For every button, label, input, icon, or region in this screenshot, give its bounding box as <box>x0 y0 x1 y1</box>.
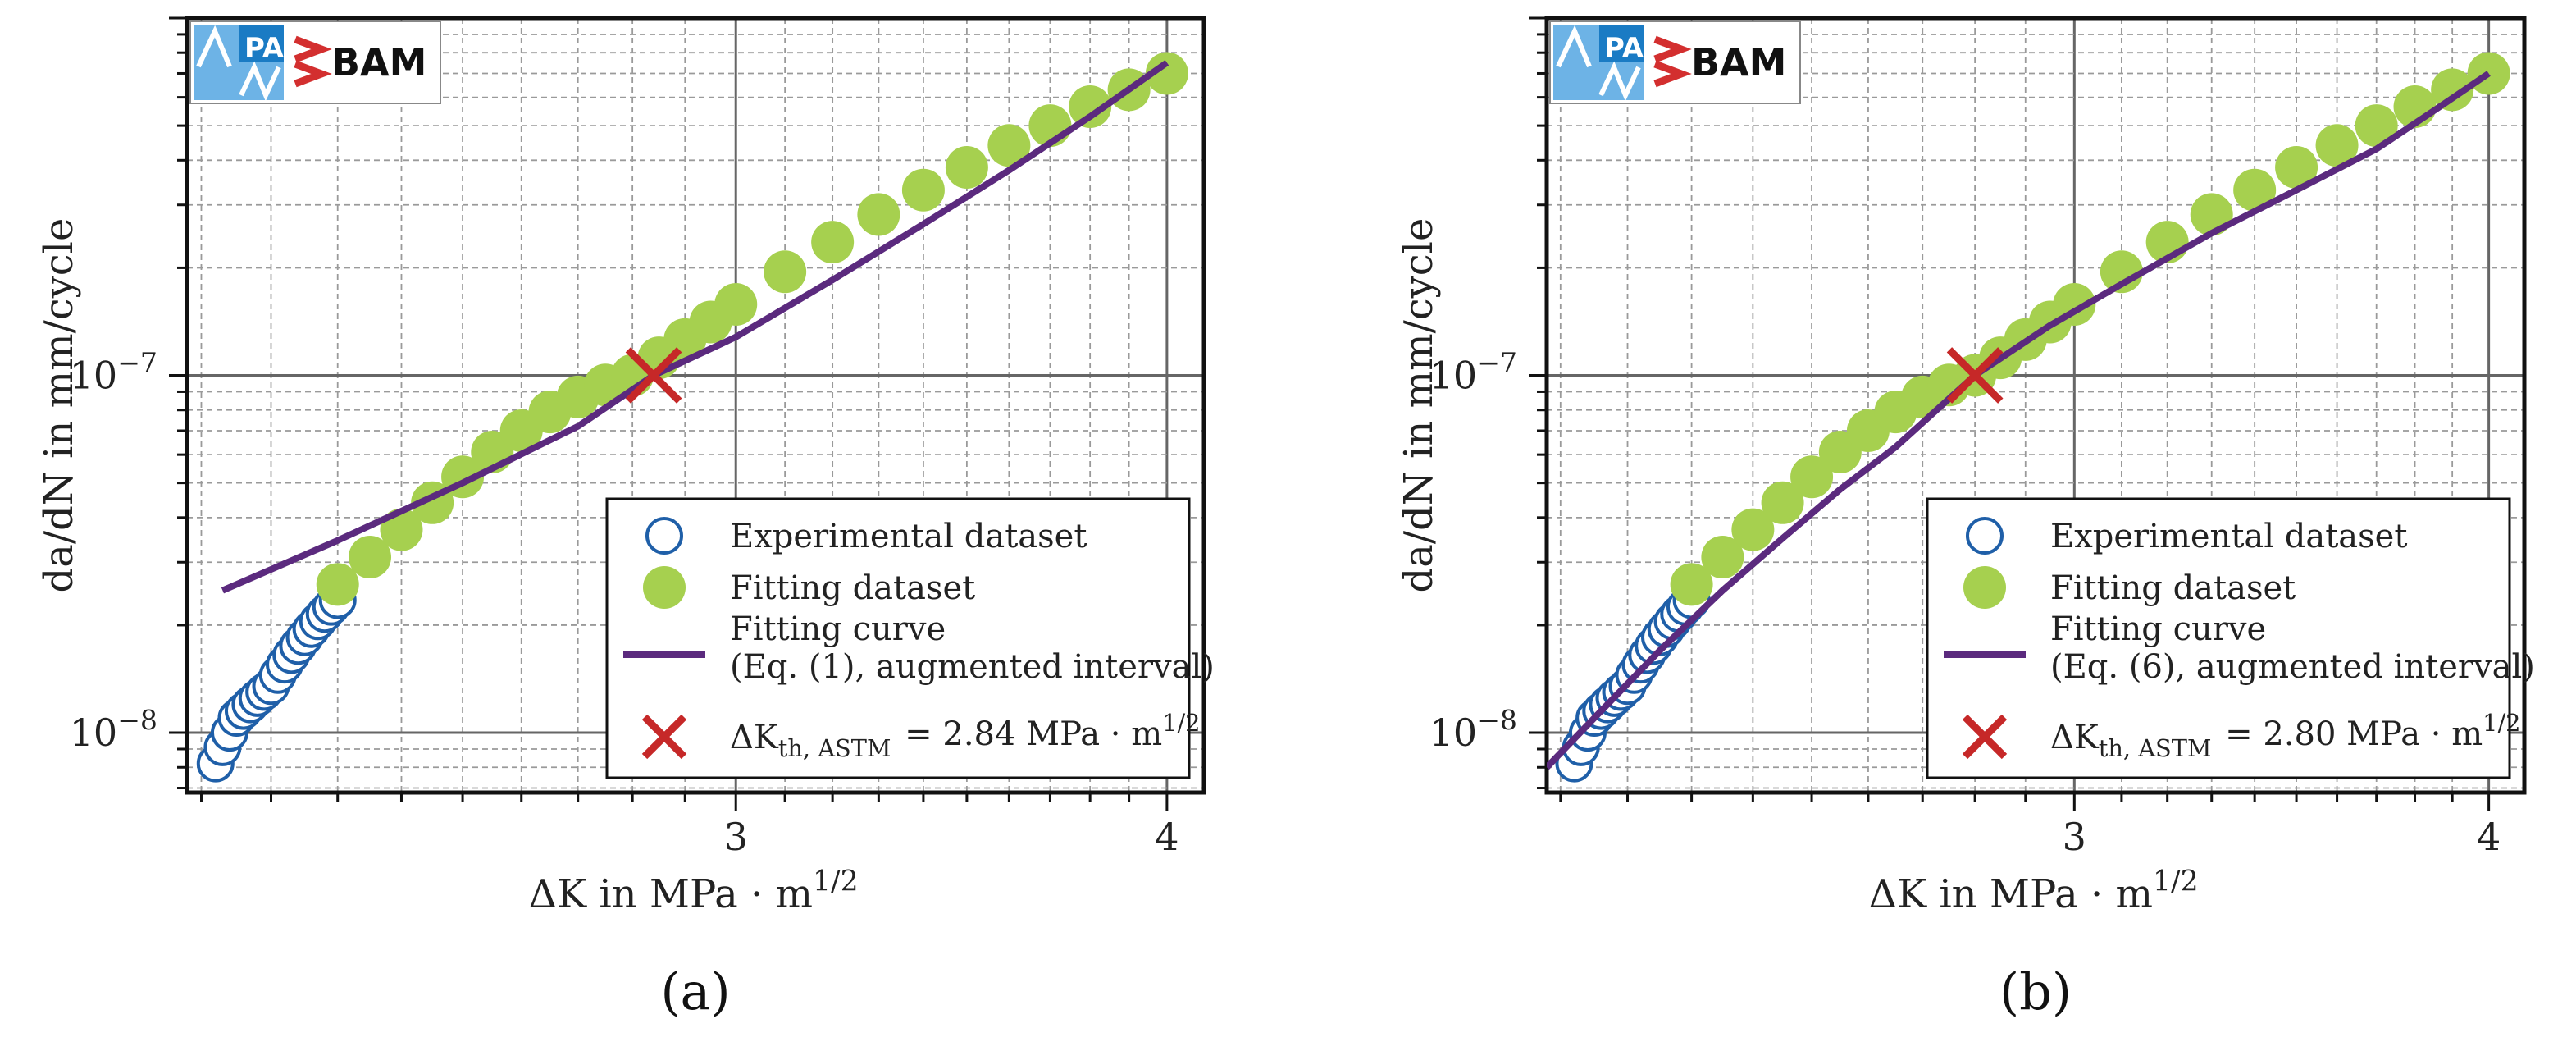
legend-label: (Eq. (1), augmented interval) <box>730 648 1215 686</box>
y-axis-label: da/dN in mm/cycle <box>1396 218 1442 593</box>
y-tick-label: 10−7 <box>70 347 157 398</box>
fitting-data-point <box>2467 52 2510 95</box>
fitting-data-point <box>945 146 988 190</box>
bam-logo-text: BAM <box>331 40 426 85</box>
legend: Experimental dataset Fitting datasetFitti… <box>605 497 1215 779</box>
fitting-data-point <box>714 283 758 327</box>
mpa-block-dark <box>239 25 284 62</box>
plot-frame <box>185 16 1206 795</box>
threshold-marker <box>625 347 682 404</box>
fitting-data-point <box>2190 193 2233 236</box>
mpa-ifw-marks <box>1556 25 1641 102</box>
plot-frame <box>1544 16 2527 795</box>
x-tick-label: 3 <box>724 815 748 859</box>
x-tick-label: 4 <box>1155 815 1179 859</box>
fitting-data-point <box>2355 104 2398 148</box>
fitting-data-point <box>1761 481 1804 524</box>
fitting-data-point <box>316 563 359 606</box>
fitting-data-point <box>2233 168 2277 212</box>
chart-panel-b: 3 4 10−8 10−7 ΔK in MPa · m1/2 da/dN in mm/c… <box>1396 16 2535 1021</box>
y-tick-label: 10−7 <box>1429 347 1517 398</box>
legend-fitting-symbol <box>1963 566 2006 609</box>
legend-fitting-symbol <box>643 566 686 609</box>
legend-experimental-symbol <box>645 517 683 555</box>
legend-label: Experimental dataset <box>2050 518 2407 555</box>
fitting-data-point <box>1069 85 1112 128</box>
plot-area <box>196 52 1188 783</box>
fitting-data-point <box>2100 250 2143 294</box>
y-axis-label: da/dN in mm/cycle <box>36 218 82 593</box>
legend: Experimental dataset Fitting datasetFitti… <box>1926 497 2535 779</box>
legend-label: Fitting curve <box>730 610 946 648</box>
x-tick-label: 4 <box>2477 815 2501 859</box>
series-line <box>221 60 1169 594</box>
legend-threshold-symbol <box>641 714 687 760</box>
x-tick-label: 3 <box>2063 815 2086 859</box>
fitting-data-point <box>1731 508 1775 551</box>
fitting-data-point <box>349 536 392 579</box>
fitting-data-point <box>857 193 900 236</box>
legend-label: Fitting dataset <box>2050 569 2296 607</box>
legend-label: Fitting dataset <box>730 569 975 607</box>
fitting-data-point <box>987 124 1031 167</box>
bam-chevrons <box>294 35 332 88</box>
fitting-curve-line <box>221 60 1169 594</box>
fitting-data-point <box>1701 536 1744 579</box>
legend-experimental-symbol <box>1966 517 2004 555</box>
series-filled-circles <box>1670 52 2510 606</box>
x-axis-label: ΔK in MPa · m1/2 <box>529 865 863 924</box>
y-tick-label: 10−8 <box>1429 704 1517 755</box>
series-x-marker <box>1946 347 2004 404</box>
panel-caption: (b) <box>1999 962 2072 1021</box>
fitting-data-point <box>764 250 807 294</box>
fitting-data-point <box>2275 146 2318 190</box>
legend-box <box>605 497 1191 779</box>
fitting-data-point <box>2315 124 2359 167</box>
mpa-letters: PA <box>244 32 285 65</box>
bam-chevrons <box>1653 35 1692 88</box>
mpa-ifw-marks <box>196 25 281 102</box>
bam-logo-icon: PA BAM <box>189 21 441 104</box>
legend-box <box>1926 497 2511 779</box>
fitting-data-point <box>811 221 855 264</box>
legend-label: ΔKth, ASTM = 2.84 MPa · m1/2 <box>730 709 1203 762</box>
legend-label: Fitting curve <box>2050 610 2266 648</box>
legend-label: (Eq. (6), augmented interval) <box>2050 648 2535 686</box>
mpa-block-dark <box>1599 25 1644 62</box>
legend-threshold-symbol <box>1962 714 2008 760</box>
legend-label: Experimental dataset <box>730 518 1087 555</box>
series-open-circles <box>196 581 357 783</box>
plot-area <box>1547 52 2510 783</box>
y-tick-label: 10−8 <box>70 704 157 755</box>
mpa-letters: PA <box>1604 32 1644 65</box>
chart-panel-a: 3 4 10−8 10−7 ΔK in MPa · m1/2 da/dN in mm/c… <box>36 16 1215 1021</box>
legend-label: ΔKth, ASTM = 2.80 MPa · m1/2 <box>2050 709 2524 762</box>
bam-logo-icon: PA BAM <box>1549 21 1801 104</box>
fitting-data-point <box>2431 68 2474 112</box>
fitting-data-point <box>1790 455 1834 499</box>
series-x-marker <box>625 347 682 404</box>
fitting-data-point <box>1670 563 1713 606</box>
fitting-data-point <box>1145 52 1188 95</box>
threshold-marker <box>1946 347 2004 404</box>
panel-caption: (a) <box>660 962 730 1021</box>
x-axis-label: ΔK in MPa · m1/2 <box>1869 865 2203 924</box>
bam-logo-text: BAM <box>1691 40 1786 85</box>
fitting-data-point <box>901 168 945 212</box>
